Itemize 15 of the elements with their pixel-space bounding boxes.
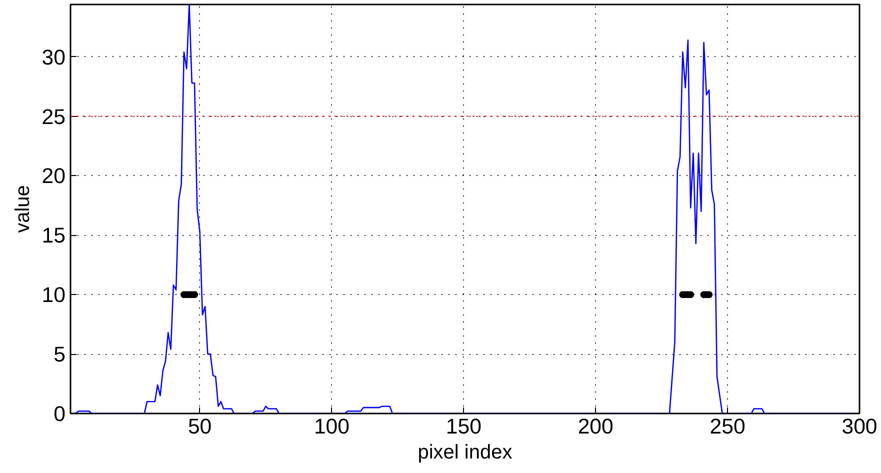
y-tick-label: 20: [42, 164, 66, 188]
y-tick-label: 5: [54, 342, 66, 367]
y-tick-label: 30: [42, 45, 66, 70]
y-tick-label: 25: [42, 104, 66, 129]
x-tick-label: 200: [578, 414, 614, 438]
y-tick-label: 15: [42, 224, 66, 248]
x-tick-label: 100: [314, 414, 350, 438]
x-axis-title: pixel index: [418, 442, 512, 464]
x-tick-label: 50: [188, 414, 212, 438]
x-tick-label: 250: [710, 414, 746, 438]
x-tick-label: 300: [842, 414, 878, 438]
x-tick-label: 150: [446, 414, 482, 438]
y-axis-title: value: [12, 185, 34, 233]
y-tick-label: 0: [54, 402, 66, 426]
y-tick-label: 10: [42, 283, 66, 308]
